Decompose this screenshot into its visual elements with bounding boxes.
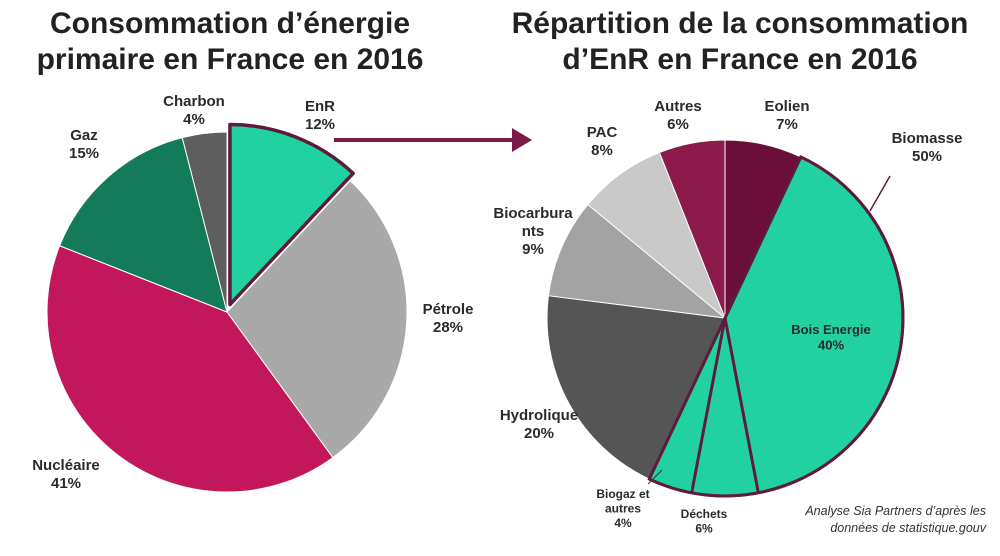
source-line-1: Analyse Sia Partners d’après les — [805, 504, 986, 518]
slice-autres — [658, 139, 726, 319]
label-eolien-line: Eolien — [764, 98, 809, 115]
slice-gaz — [58, 137, 228, 313]
label-pac: PAC 8% — [587, 124, 618, 159]
label-autres-line: Autres — [654, 98, 702, 115]
label-biogaz-autres-line: 4% — [614, 516, 632, 530]
label-hydrolique: Hydrolique 20% — [500, 407, 578, 442]
label-biocarburants-line: Biocarbura — [493, 205, 573, 222]
label-autres: Autres 6% — [654, 98, 702, 133]
divider-biogaz-et-autres — [690, 317, 727, 494]
label-pac-line: 8% — [591, 142, 613, 159]
source-line-2: données de statistique.gouv — [830, 521, 986, 535]
leader-biogaz — [647, 469, 663, 485]
connectors — [334, 128, 891, 485]
label-nucleaire-line: Nucléaire — [32, 457, 100, 474]
label-autres-line: 6% — [667, 116, 689, 133]
label-biomasse-line: 50% — [912, 148, 942, 165]
right-chart-title: Répartition de la consommation d’EnR en … — [511, 7, 969, 76]
slice-biocarburants — [547, 204, 726, 319]
arrow-head — [512, 128, 532, 152]
label-nucleaire-line: 41% — [51, 475, 81, 492]
label-charbon-line: 4% — [183, 111, 205, 128]
label-bois-energie-line: Bois Energie — [791, 322, 870, 337]
label-dechets: Déchets 6% — [681, 507, 728, 535]
label-charbon-line: Charbon — [163, 93, 225, 110]
label-biomasse: Biomasse 50% — [892, 130, 963, 165]
label-biocarburants-line: nts — [522, 223, 545, 240]
label-petrole-line: Pétrole — [423, 301, 474, 318]
label-bois-energie: Bois Energie 40% — [791, 322, 870, 353]
label-biocarburants-line: 9% — [522, 241, 544, 258]
label-dechets-line: Déchets — [681, 507, 728, 521]
label-enr: EnR 12% — [305, 98, 335, 133]
label-enr-line: 12% — [305, 116, 335, 133]
label-eolien-line: 7% — [776, 116, 798, 133]
label-eolien: Eolien 7% — [764, 98, 809, 133]
label-gaz-line: 15% — [69, 145, 99, 162]
label-pac-line: PAC — [587, 124, 618, 141]
label-dechets-line: 6% — [695, 521, 713, 535]
slice-nucleaire — [46, 245, 334, 493]
label-biogaz-autres: Biogaz et autres 4% — [596, 487, 649, 530]
left-chart-title: Consommation d’énergie primaire en Franc… — [36, 7, 424, 76]
slice-enr — [228, 122, 355, 307]
label-petrole: Pétrole 28% — [423, 301, 474, 336]
label-petrole-line: 28% — [433, 319, 463, 336]
slice-petrole — [226, 180, 408, 459]
divider-dechets — [723, 317, 760, 494]
label-biomasse-line: Biomasse — [892, 130, 963, 147]
label-enr-line: EnR — [305, 98, 335, 115]
label-bois-energie-line: 40% — [818, 338, 844, 353]
left-pie-chart — [46, 122, 408, 493]
label-gaz: Gaz 15% — [69, 127, 99, 162]
leader-biomasse — [869, 175, 891, 212]
label-hydrolique-line: Hydrolique — [500, 407, 578, 424]
label-gaz-line: Gaz — [70, 127, 98, 144]
slice-charbon — [181, 131, 228, 313]
label-biogaz-autres-line: autres — [605, 501, 641, 515]
label-charbon: Charbon 4% — [163, 93, 225, 128]
label-nucleaire: Nucléaire 41% — [32, 457, 100, 492]
biomasse-outline — [647, 155, 905, 498]
slice-pac — [587, 152, 726, 319]
slice-labels: EnR 12% Pétrole 28% Nucléaire 41% Gaz 15% Charbo… — [32, 93, 962, 535]
label-hydrolique-line: 20% — [524, 425, 554, 442]
right-pie-chart — [546, 139, 905, 498]
label-biocarburants: Biocarbura nts 9% — [493, 205, 573, 258]
source-note: Analyse Sia Partners d’après les données… — [786, 503, 986, 537]
label-biogaz-autres-line: Biogaz et — [596, 487, 649, 501]
slice-hydrolique — [546, 295, 726, 480]
